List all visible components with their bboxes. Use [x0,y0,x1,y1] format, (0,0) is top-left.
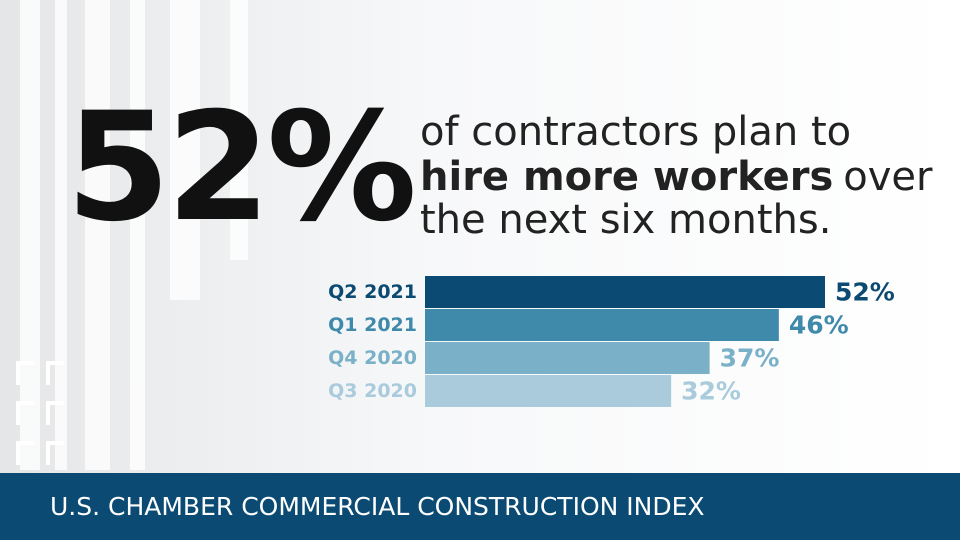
value-label: 52% [835,278,895,307]
bar-chart: Q2 2021 52% Q1 2021 46% Q4 2020 37% Q3 2020 32% [328,276,895,407]
category-label: Q2 2021 [328,281,417,303]
footer-band [0,473,960,540]
statement-line: the next six months. [420,197,831,243]
value-label: 37% [720,344,780,373]
category-label: Q3 2020 [328,380,417,402]
building-pattern [20,0,248,470]
category-label: Q4 2020 [328,347,417,369]
bar [425,309,779,341]
bar [425,375,672,407]
statement-text: over [843,154,933,200]
footer-text: U.S. CHAMBER COMMERCIAL CONSTRUCTION IND… [50,492,705,521]
bar [425,342,710,374]
bar [425,276,825,308]
category-label: Q1 2021 [328,314,417,336]
headline: 52% [66,81,413,255]
value-label: 46% [789,311,849,340]
statement-bold: hire more workers [420,154,833,200]
window-marks [16,361,64,465]
statement-line: hire more workers over [420,154,933,200]
value-label: 32% [681,377,741,406]
statement-line: of contractors plan to [420,109,851,155]
